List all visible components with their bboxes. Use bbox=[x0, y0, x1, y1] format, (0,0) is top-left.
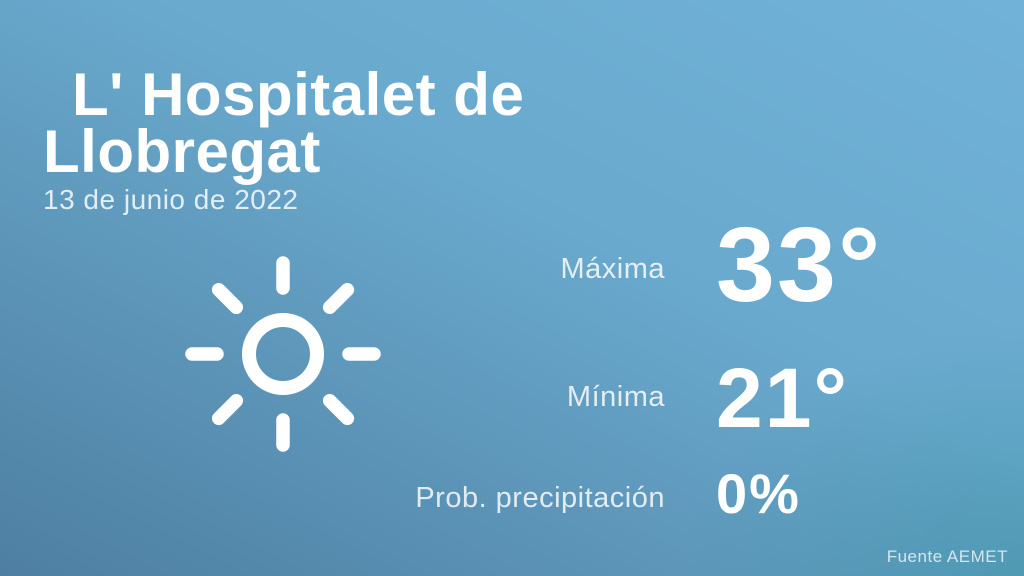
date-label: 13 de junio de 2022 bbox=[43, 184, 299, 215]
precipitation-value: 0% bbox=[716, 462, 801, 525]
min-temp-value: 21° bbox=[716, 351, 850, 445]
source-attribution: Fuente AEMET bbox=[886, 547, 1008, 566]
max-temp-value: 33° bbox=[716, 206, 883, 324]
precipitation-label: Prob. precipitación bbox=[415, 482, 665, 514]
max-temp-label: Máxima bbox=[560, 253, 665, 285]
sun-icon bbox=[183, 254, 383, 454]
header: L' Hospitalet de Llobregat bbox=[43, 61, 613, 185]
page-title: L' Hospitalet de Llobregat bbox=[43, 61, 525, 185]
min-temp-label: Mínima bbox=[566, 381, 665, 413]
